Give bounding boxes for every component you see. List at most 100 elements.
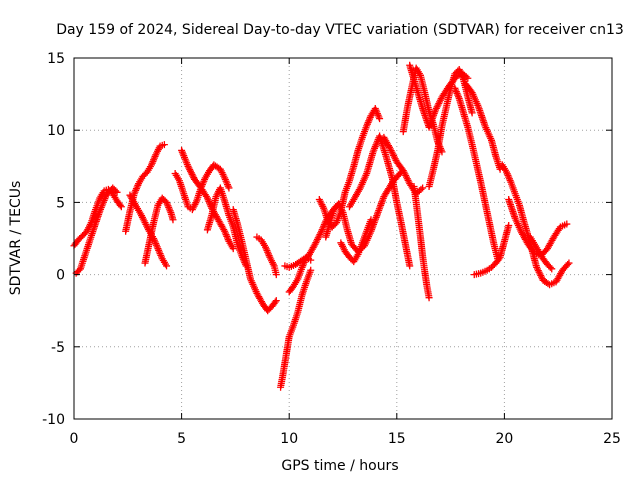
data-point	[432, 104, 440, 112]
data-point	[312, 239, 320, 247]
series-sat-track-8	[203, 184, 250, 270]
data-point	[386, 145, 394, 153]
data-point	[169, 216, 177, 224]
series-sat-track-11	[277, 266, 315, 391]
data-point	[546, 263, 554, 271]
data-point	[563, 220, 571, 228]
series-sat-track-13	[285, 253, 315, 296]
data-point	[163, 262, 171, 270]
data-point	[536, 270, 544, 278]
data-point	[313, 235, 321, 243]
data-point	[271, 298, 279, 306]
data-point	[307, 266, 315, 274]
data-point	[400, 168, 408, 176]
data-point	[432, 106, 440, 114]
data-point	[390, 151, 398, 159]
data-point	[113, 188, 121, 196]
series-sat-track-23	[451, 84, 502, 264]
data-point	[185, 164, 193, 172]
data-point	[186, 167, 194, 175]
series-sat-track-9	[229, 206, 280, 315]
data-point	[388, 148, 396, 156]
data-point	[538, 273, 546, 281]
data-point	[116, 201, 124, 209]
data-point	[112, 187, 120, 195]
x-tick-label: 25	[603, 431, 621, 447]
data-point	[391, 155, 399, 163]
data-point	[468, 109, 476, 117]
series-sat-track-15	[322, 168, 405, 255]
series-sat-track-3	[122, 141, 168, 235]
data-point	[186, 166, 194, 174]
chart-title: Day 159 of 2024, Sidereal Day-to-day VTE…	[56, 22, 624, 38]
series-sat-track-22	[425, 66, 476, 191]
data-point	[406, 262, 414, 270]
data-point	[117, 203, 125, 211]
data-point	[433, 103, 441, 111]
x-axis-label: GPS time / hours	[281, 458, 398, 474]
series-sat-track-16	[337, 216, 375, 266]
data-point	[434, 101, 442, 109]
data-point	[564, 260, 572, 268]
data-point	[535, 268, 543, 276]
data-point	[537, 272, 545, 280]
series-sat-track-6	[171, 161, 233, 214]
data-point	[425, 294, 433, 302]
data-point	[436, 96, 444, 104]
data-point	[390, 153, 398, 161]
y-tick-label: -5	[51, 340, 65, 356]
data-point	[188, 170, 196, 178]
data-point	[435, 99, 443, 107]
data-point	[402, 172, 410, 180]
y-tick-label: 0	[56, 268, 65, 284]
data-point	[160, 141, 168, 149]
data-point	[220, 226, 228, 234]
series-sat-track-25	[462, 80, 504, 173]
data-point	[315, 232, 323, 240]
series-sat-track-17	[345, 132, 414, 270]
data-point	[189, 172, 197, 180]
data-point	[565, 259, 573, 267]
series-sat-track-2	[72, 184, 121, 277]
data-point	[307, 256, 315, 264]
data-point	[317, 229, 325, 237]
data-point	[534, 267, 542, 275]
data-point	[184, 162, 192, 170]
data-point	[225, 184, 233, 192]
data-point	[417, 185, 425, 193]
x-tick-label: 0	[70, 431, 79, 447]
data-points	[70, 61, 573, 391]
y-tick-label: 10	[47, 123, 65, 139]
data-point	[533, 265, 541, 273]
series-sat-track-10	[253, 233, 280, 279]
data-point	[402, 173, 410, 181]
series-sat-track-14	[315, 105, 384, 231]
data-point	[272, 297, 280, 305]
y-tick-label: 15	[47, 51, 65, 67]
data-point	[533, 263, 541, 271]
x-tick-label: 20	[495, 431, 513, 447]
data-point	[548, 265, 556, 273]
data-point	[495, 255, 503, 263]
series-sat-track-26	[498, 161, 573, 289]
x-tick-label: 10	[280, 431, 298, 447]
series-sat-track-24	[470, 222, 513, 279]
data-point	[376, 115, 384, 123]
data-point	[401, 170, 409, 178]
data-point	[311, 240, 319, 248]
series-sat-track-27	[505, 196, 571, 260]
data-point	[389, 150, 397, 158]
data-point	[314, 234, 322, 242]
y-tick-label: 5	[56, 195, 65, 211]
series-sat-track-21	[410, 183, 433, 302]
data-point	[505, 222, 513, 230]
data-point	[313, 237, 321, 245]
data-point	[403, 175, 411, 183]
data-point	[404, 176, 412, 184]
series-sat-track-7	[178, 146, 237, 253]
x-tick-label: 15	[388, 431, 406, 447]
data-point	[367, 216, 375, 224]
x-tick-label: 5	[177, 431, 186, 447]
